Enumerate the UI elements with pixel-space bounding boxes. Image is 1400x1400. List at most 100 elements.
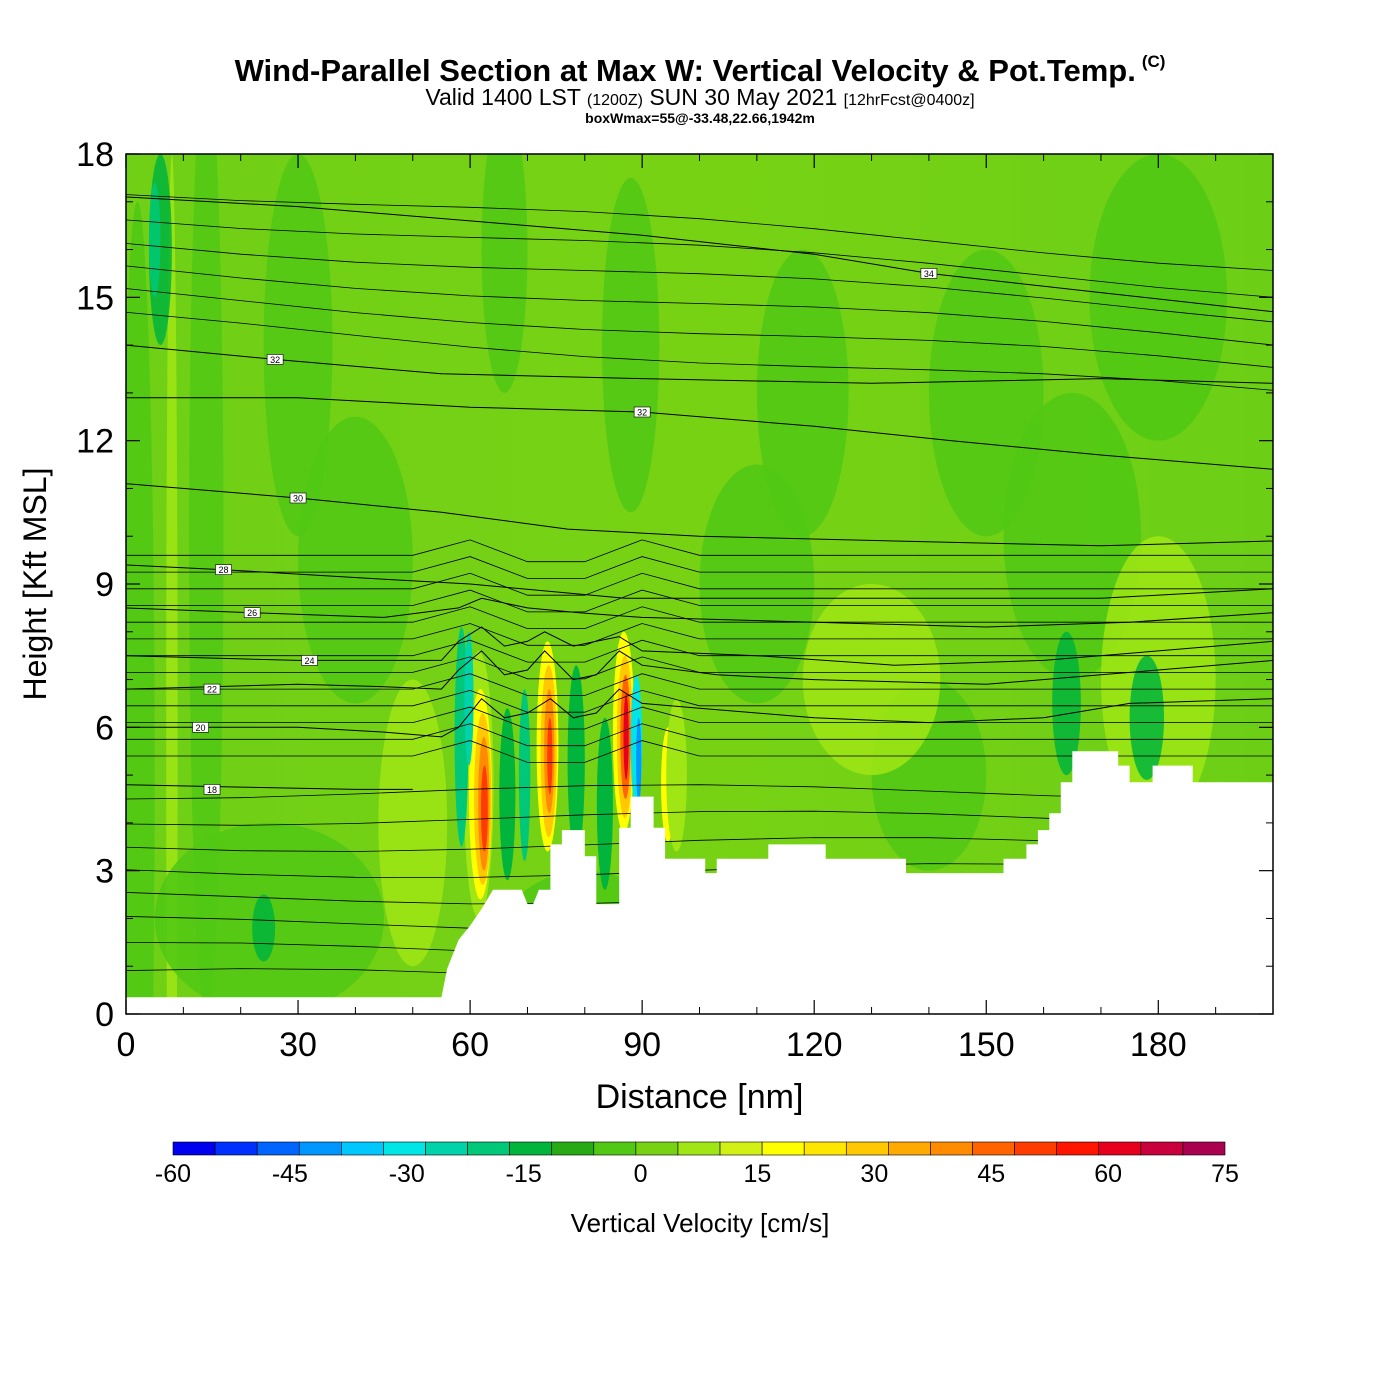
y-tick-label: 3: [95, 853, 114, 891]
x-axis-label: Distance [nm]: [596, 1078, 804, 1116]
colorbar-swatch: [1182, 1141, 1226, 1156]
field-patch: [699, 464, 815, 704]
colorbar-swatch: [467, 1141, 510, 1156]
field-patch: [481, 154, 528, 393]
isentrope-22: [126, 650, 1273, 690]
chart-title: Wind-Parallel Section at Max W: Vertical…: [234, 52, 1166, 88]
isentrope-label: 24: [301, 655, 318, 666]
isentrope-label: 32: [633, 406, 651, 418]
isentrope-28: [126, 564, 1273, 599]
isentrope-line: [126, 194, 1273, 271]
y-tick-label: 0: [95, 996, 114, 1034]
isentrope-line: [126, 673, 1273, 696]
svg-text:34: 34: [924, 269, 934, 279]
colorbar-swatch: [803, 1141, 847, 1156]
x-tick-label: 0: [117, 1026, 136, 1064]
colorbar-swatch: [256, 1141, 300, 1156]
isentrope-line: [126, 723, 1273, 747]
field-patch: [602, 177, 660, 513]
isentrope-line: [126, 539, 1273, 563]
x-tick-label: 30: [279, 1026, 317, 1064]
isentrope-line: [126, 656, 1273, 680]
isentrope-line: [126, 265, 1273, 346]
svg-text:32: 32: [637, 408, 647, 418]
x-tick-label: 150: [958, 1026, 1015, 1064]
colorbar-swatch: [341, 1141, 384, 1156]
svg-text:18: 18: [207, 785, 217, 795]
colorbar-swatch: [1140, 1141, 1184, 1156]
field-plume: [547, 717, 553, 795]
colorbar-swatch: [425, 1141, 468, 1156]
field-plume: [518, 689, 531, 862]
isentrope-line: [126, 311, 1273, 391]
svg-text:24: 24: [305, 656, 315, 666]
isentrope-line: [126, 606, 1273, 629]
isentrope-label: 26: [243, 607, 261, 618]
isentrope-34: [126, 196, 1273, 313]
field-plume: [567, 665, 585, 857]
forecast-info: [12hrFcst@0400z]: [843, 92, 975, 109]
colorbar-tick-label: -60: [155, 1160, 191, 1188]
isentrope-line: [126, 689, 1273, 713]
field-patch: [756, 249, 849, 537]
colorbar-swatch: [930, 1141, 973, 1156]
colorbar-swatch: [172, 1141, 216, 1156]
colorbar-label: Vertical Velocity [cm/s]: [570, 1208, 830, 1238]
field-plume: [666, 698, 687, 852]
colorbar-swatch: [551, 1141, 595, 1156]
field-plume: [464, 631, 474, 766]
isentrope-label: 30: [289, 492, 307, 504]
valid-prefix: Valid 1400 LST: [425, 84, 581, 110]
colorbar-tick-label: -15: [506, 1160, 542, 1188]
isentrope-30: [126, 483, 1273, 547]
field-patch: [189, 154, 224, 1014]
isentrope-label: 34: [920, 268, 938, 279]
field-patch: [166, 154, 178, 1014]
y-tick-label: 6: [95, 709, 114, 747]
colorbar-tick-label: 15: [744, 1160, 772, 1188]
y-tick-label: 18: [76, 136, 114, 174]
colorbar-tick-label: 0: [634, 1160, 648, 1188]
colorbar-swatch: [298, 1141, 342, 1156]
isentrope-label: 18: [203, 784, 221, 795]
isentrope-label: 32: [266, 354, 284, 365]
x-tick-label: 180: [1130, 1026, 1187, 1064]
field-patch: [1003, 392, 1142, 680]
y-tick-label: 15: [76, 279, 114, 317]
svg-text:30: 30: [293, 494, 303, 504]
x-tick-label: 60: [451, 1026, 489, 1064]
valid-date: SUN 30 May 2021: [649, 84, 838, 110]
y-tick-label: 9: [95, 566, 114, 604]
isentrope-24: [126, 626, 1273, 666]
field-plume: [636, 717, 642, 804]
colorbar-swatch: [761, 1141, 805, 1156]
isentrope-label: 20: [192, 722, 209, 733]
field-patch: [1129, 655, 1165, 780]
colorbar-swatch: [635, 1141, 679, 1156]
field-patch: [298, 416, 413, 704]
colorbar-tick-label: 30: [860, 1160, 888, 1188]
isentrope-line: [126, 556, 1273, 579]
colorbar-swatch: [509, 1141, 553, 1156]
isentrope-label: 28: [215, 564, 232, 575]
colorbar-tick-label: 60: [1094, 1160, 1122, 1188]
y-tick-label: 12: [76, 423, 114, 461]
chart-subtitle: Valid 1400 LST (1200Z) SUN 30 May 2021 […: [0, 84, 1400, 111]
colorbar-swatch: [972, 1141, 1015, 1156]
isentrope-line: [126, 589, 1273, 613]
colorbar-swatch: [383, 1141, 426, 1156]
svg-text:32: 32: [270, 355, 280, 365]
isentrope-line: [126, 572, 1273, 596]
valid-utc: (1200Z): [586, 92, 643, 109]
colorbar-swatch: [1056, 1141, 1100, 1156]
colorbar-tick-label: -30: [389, 1160, 425, 1188]
isentrope-line: [126, 288, 1273, 368]
field-patch: [1089, 154, 1228, 441]
colorbar: -60 -45 -30 -15 0 15 30 45 60 75: [155, 1141, 1239, 1188]
velocity-field: 18 20 22 24 26 28 30 32 32 34: [126, 154, 1273, 1014]
field-plume: [596, 717, 613, 890]
svg-text:28: 28: [218, 565, 228, 575]
field-patch: [252, 894, 276, 962]
colorbar-swatch: [677, 1141, 721, 1156]
